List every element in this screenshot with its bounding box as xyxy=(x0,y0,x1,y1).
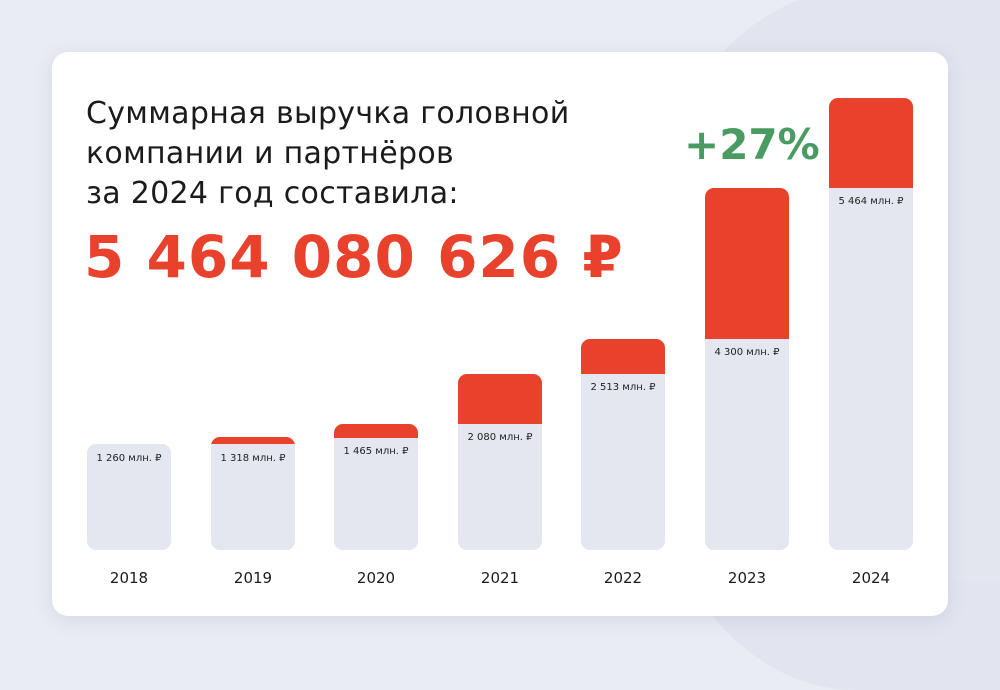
growth-segment xyxy=(211,437,295,444)
bar-value: 1 260 млн. ₽ xyxy=(96,453,162,464)
bar-2022: 2 513 млн. ₽ xyxy=(581,339,665,550)
bar-2019: 1 318 млн. ₽ xyxy=(211,437,295,550)
bar-value: 5 464 млн. ₽ xyxy=(838,196,904,207)
bar-value: 4 300 млн. ₽ xyxy=(714,347,780,358)
background-decoration xyxy=(950,80,1000,580)
year-label: 2019 xyxy=(233,569,273,587)
bar-2023: 4 300 млн. ₽ xyxy=(705,188,789,550)
growth-badge: +27% xyxy=(684,120,820,169)
year-label: 2020 xyxy=(356,569,396,587)
bar-2024: 5 464 млн. ₽ xyxy=(829,98,913,550)
year-label: 2023 xyxy=(727,569,767,587)
bar-value: 2 513 млн. ₽ xyxy=(590,382,656,393)
bar-value: 1 465 млн. ₽ xyxy=(343,446,409,457)
growth-segment xyxy=(829,98,913,188)
bar-value: 2 080 млн. ₽ xyxy=(467,432,533,443)
bar-value: 1 318 млн. ₽ xyxy=(220,453,286,464)
year-label: 2021 xyxy=(480,569,520,587)
growth-segment xyxy=(334,424,418,438)
bar-2018: 1 260 млн. ₽ xyxy=(87,444,171,550)
growth-segment xyxy=(581,339,665,374)
total-revenue: 5 464 080 626 ₽ xyxy=(84,223,624,291)
headline: Суммарная выручка головной компании и па… xyxy=(86,96,570,211)
year-label: 2022 xyxy=(603,569,643,587)
growth-segment xyxy=(705,188,789,339)
bar-2021: 2 080 млн. ₽ xyxy=(458,374,542,550)
growth-segment xyxy=(458,374,542,424)
bar-2020: 1 465 млн. ₽ xyxy=(334,424,418,550)
year-label: 2018 xyxy=(109,569,149,587)
year-label: 2024 xyxy=(851,569,891,587)
